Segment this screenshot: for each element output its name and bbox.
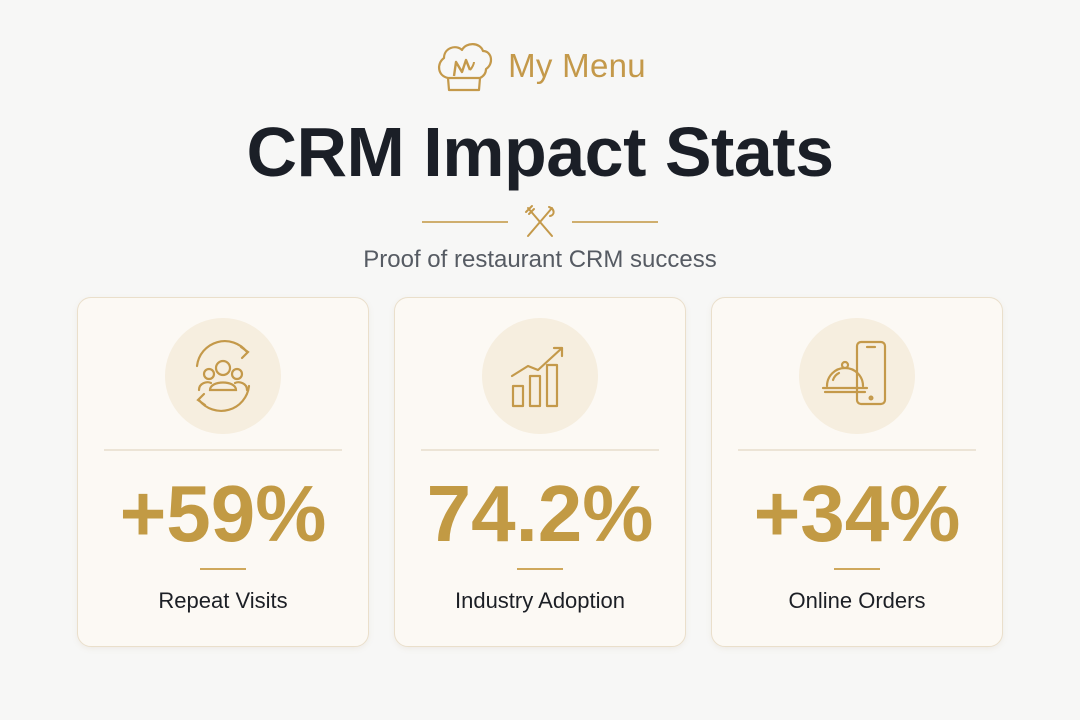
stat-value: +59% [119, 469, 327, 558]
chef-hat-icon [438, 43, 493, 92]
stat-label: Industry Adoption [454, 588, 625, 613]
page-title: CRM Impact Stats [246, 113, 834, 191]
stat-card-industry-adoption: 74.2% Industry Adoption [394, 297, 686, 647]
icon-badge [482, 318, 598, 434]
stat-underline [200, 568, 246, 570]
ornament-line-left [422, 221, 508, 223]
title-ornament [0, 204, 1080, 240]
repeat-customers-icon [195, 340, 251, 412]
ornament-line-right [572, 221, 658, 223]
stat-label: Repeat Visits [158, 588, 288, 613]
stat-value: 74.2% [426, 469, 654, 558]
fork-knife-icon [525, 205, 555, 237]
card-divider [421, 449, 659, 451]
stat-card-repeat-visits: +59% Repeat Visits [77, 297, 369, 647]
stat-underline [517, 568, 563, 570]
page-subtitle: Proof of restaurant CRM success [363, 246, 717, 273]
card-divider [104, 449, 342, 451]
card-divider [738, 449, 976, 451]
brand-name: My Menu [508, 47, 646, 84]
stat-card-online-orders: +34% Online Orders [711, 297, 1003, 647]
growth-chart-icon [510, 346, 564, 408]
brand: My Menu [0, 38, 1080, 94]
icon-badge [165, 318, 281, 434]
stat-value: +34% [753, 469, 961, 558]
mobile-order-cloche-icon [821, 340, 887, 406]
stat-label: Online Orders [788, 588, 926, 613]
stat-underline [834, 568, 880, 570]
icon-badge [799, 318, 915, 434]
